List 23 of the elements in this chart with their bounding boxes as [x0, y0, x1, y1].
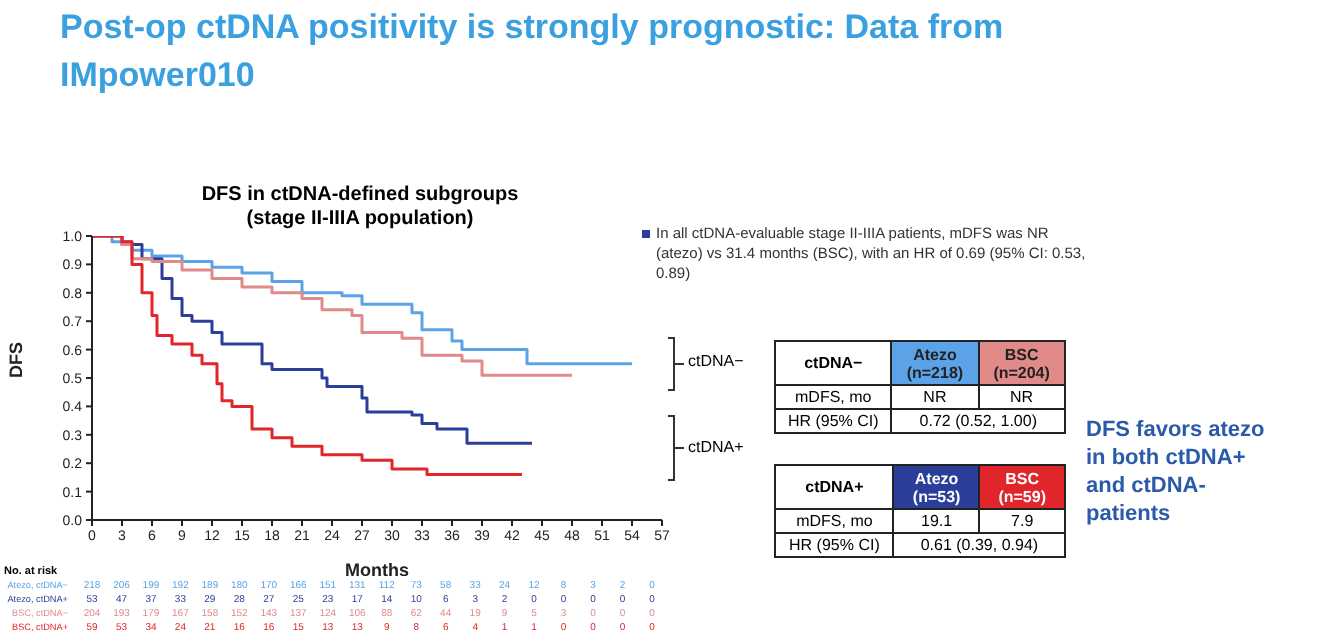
text: NR — [891, 385, 979, 409]
text: ctDNA+ — [775, 465, 894, 509]
text: DFS favors atezo in both ctDNA+ and ctDNA- patients — [1086, 416, 1267, 528]
y-axis-title: DFS — [6, 342, 27, 378]
text: BSC (n=204) — [978, 341, 1065, 385]
text: 7.9 — [979, 509, 1065, 533]
text: ctDNA− — [688, 352, 744, 370]
text: mDFS, mo — [775, 509, 894, 533]
text: 0.72 (0.52, 1.00) — [891, 409, 1065, 433]
text: mDFS, mo — [775, 385, 892, 409]
text: 19.1 — [893, 509, 980, 533]
text: HR (95% CI) — [775, 409, 892, 433]
text: NR — [978, 385, 1065, 409]
x-axis-title: Months — [345, 560, 409, 580]
text: BSC (n=59) — [979, 465, 1065, 509]
text: Atezo (n=53) — [893, 465, 980, 509]
text: Atezo (n=218) — [891, 341, 979, 385]
text: HR (95% CI) — [775, 533, 894, 557]
text: 0.61 (0.39, 0.94) — [893, 533, 1065, 557]
text: ctDNA− — [775, 341, 892, 385]
chart-subtitle: DFS in ctDNA-defined subgroups (stage II-IIIA population) — [199, 184, 521, 232]
chart-title: Post-op ctDNA positivity is strongly prognostic: Data from IMpower010 — [60, 6, 1006, 98]
text: ctDNA+ — [688, 438, 744, 456]
